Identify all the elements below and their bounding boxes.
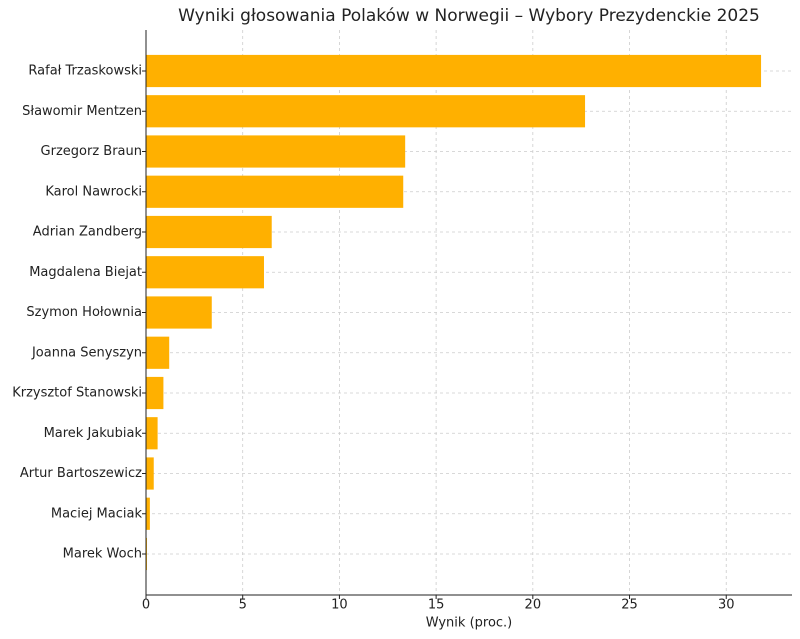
y-tick-label: Marek Woch (63, 547, 142, 562)
bar (146, 457, 154, 490)
x-tick-label: 20 (525, 598, 542, 613)
y-tick-label: Artur Bartoszewicz (20, 466, 142, 481)
bar (146, 135, 406, 168)
y-tick-label: Szymon Hołownia (26, 305, 142, 320)
y-tick-label: Sławomir Mentzen (22, 104, 142, 119)
bar (146, 417, 158, 450)
chart-title: Wyniki głosowania Polaków w Norwegii – W… (178, 6, 760, 26)
y-tick-label: Maciej Maciak (51, 506, 143, 521)
y-tick-label: Krzysztof Stanowski (12, 386, 142, 401)
x-tick-label: 30 (718, 598, 735, 613)
x-axis-label: Wynik (proc.) (426, 616, 513, 631)
bar (146, 376, 164, 410)
x-tick-label: 15 (428, 598, 445, 613)
y-tick-label: Magdalena Biejat (29, 265, 142, 280)
y-tick-label: Joanna Senyszyn (31, 345, 142, 360)
x-tick-label: 0 (142, 598, 150, 613)
bar (146, 95, 586, 128)
bar (146, 336, 170, 369)
y-tick-label: Karol Nawrocki (45, 184, 142, 199)
y-tick-label: Adrian Zandberg (33, 225, 142, 240)
x-tick-label: 10 (331, 598, 348, 613)
bar (146, 54, 762, 88)
bar (146, 215, 272, 249)
y-tick-label: Marek Jakubiak (44, 426, 143, 441)
bar (146, 497, 150, 530)
y-tick-label: Rafał Trzaskowski (28, 64, 142, 79)
bar (146, 175, 404, 208)
bar (146, 296, 212, 329)
x-tick-label: 25 (621, 598, 638, 613)
x-tick-label: 5 (239, 598, 247, 613)
y-tick-label: Grzegorz Braun (41, 144, 142, 159)
bar (146, 256, 264, 289)
